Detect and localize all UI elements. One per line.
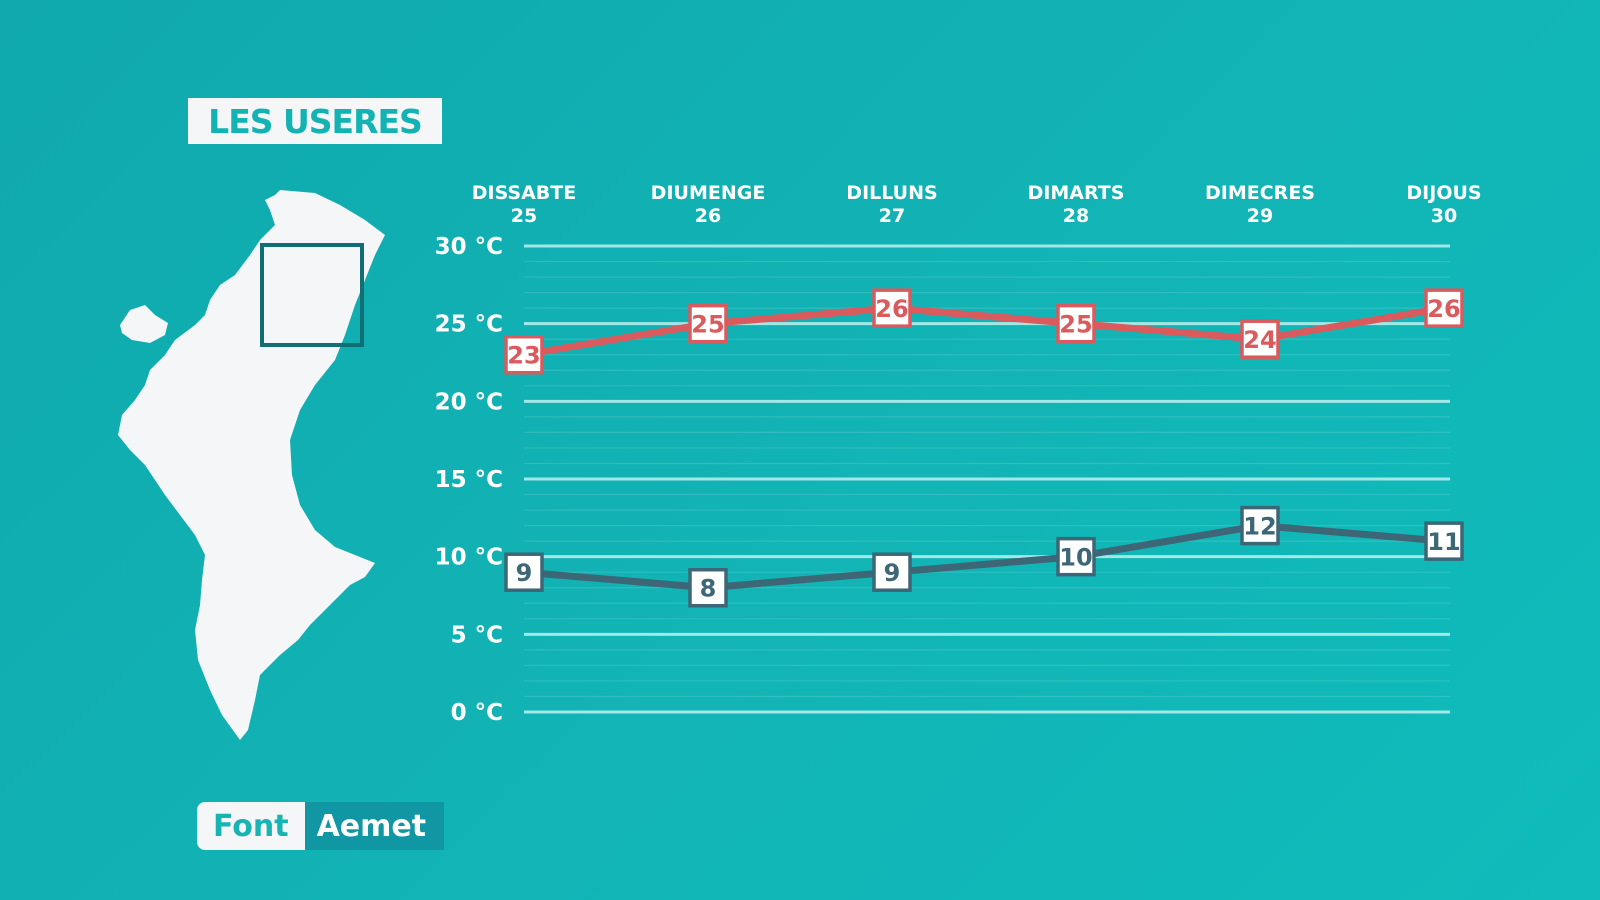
y-tick-label: 5 °C xyxy=(451,622,503,648)
y-tick-label: 10 °C xyxy=(435,545,503,571)
region-map-shape xyxy=(118,190,385,740)
x-day-label: DIMARTS xyxy=(1028,182,1125,204)
series-value-labels: 23 25 26 25 24 26 9 8 9 10 12 11 xyxy=(504,288,1464,608)
min-point-marker xyxy=(1424,521,1464,561)
x-date-label: 26 xyxy=(695,205,721,227)
min-value-label: 9 xyxy=(516,559,533,587)
min-point-marker xyxy=(688,567,728,608)
source-label: Font xyxy=(197,802,305,850)
max-point-marker xyxy=(1424,288,1464,328)
minor-gridlines xyxy=(524,260,1450,698)
min-series-line xyxy=(520,522,1448,592)
x-day-label: DIMECRES xyxy=(1205,182,1315,204)
min-value-label: 11 xyxy=(1427,528,1460,556)
y-tick-label: 30 °C xyxy=(435,234,503,260)
x-day-label: DISSABTE xyxy=(472,182,576,204)
x-day-label: DIJOUS xyxy=(1406,182,1481,204)
max-value-label: 24 xyxy=(1243,326,1276,354)
source-value: Aemet xyxy=(304,802,445,850)
max-point-marker xyxy=(872,288,912,328)
x-date-label: 28 xyxy=(1063,205,1089,227)
max-point-marker xyxy=(688,303,728,344)
location-highlight-box xyxy=(260,243,364,347)
min-point-marker xyxy=(504,552,544,592)
location-title: LES USERES xyxy=(208,101,423,141)
x-date-label: 30 xyxy=(1431,205,1457,227)
min-point-marker xyxy=(872,552,912,592)
y-tick-label: 20 °C xyxy=(435,389,503,415)
major-gridlines xyxy=(524,244,1450,714)
min-value-label: 9 xyxy=(884,559,901,587)
min-point-marker xyxy=(1240,505,1280,546)
x-day-label: DILLUNS xyxy=(846,182,937,204)
y-axis-tick-labels: 30 °C 25 °C 20 °C 15 °C 10 °C 5 °C 0 °C xyxy=(435,234,503,726)
location-title-box: LES USERES xyxy=(188,98,442,144)
region-map xyxy=(118,190,385,740)
y-tick-label: 15 °C xyxy=(435,467,503,493)
series-lines xyxy=(520,304,1448,592)
source-credit: Font Aemet xyxy=(197,802,445,850)
max-value-label: 26 xyxy=(875,295,908,323)
min-point-marker xyxy=(1056,536,1096,577)
y-tick-label: 25 °C xyxy=(435,312,503,338)
x-date-label: 29 xyxy=(1247,205,1273,227)
min-value-label: 10 xyxy=(1059,544,1092,572)
max-value-label: 23 xyxy=(507,342,540,370)
max-value-label: 25 xyxy=(691,311,724,339)
max-value-label: 25 xyxy=(1059,311,1092,339)
x-day-label: DIUMENGE xyxy=(651,182,766,204)
island-shape xyxy=(120,305,168,343)
min-value-label: 12 xyxy=(1243,513,1276,541)
max-point-marker xyxy=(1056,303,1096,344)
max-value-label: 26 xyxy=(1427,295,1460,323)
x-date-label: 25 xyxy=(511,205,537,227)
y-tick-label: 0 °C xyxy=(451,700,503,726)
max-point-marker xyxy=(1240,319,1280,359)
max-series-line xyxy=(520,304,1448,359)
max-point-marker xyxy=(504,334,544,375)
x-date-label: 27 xyxy=(879,205,905,227)
min-value-label: 8 xyxy=(700,575,717,603)
